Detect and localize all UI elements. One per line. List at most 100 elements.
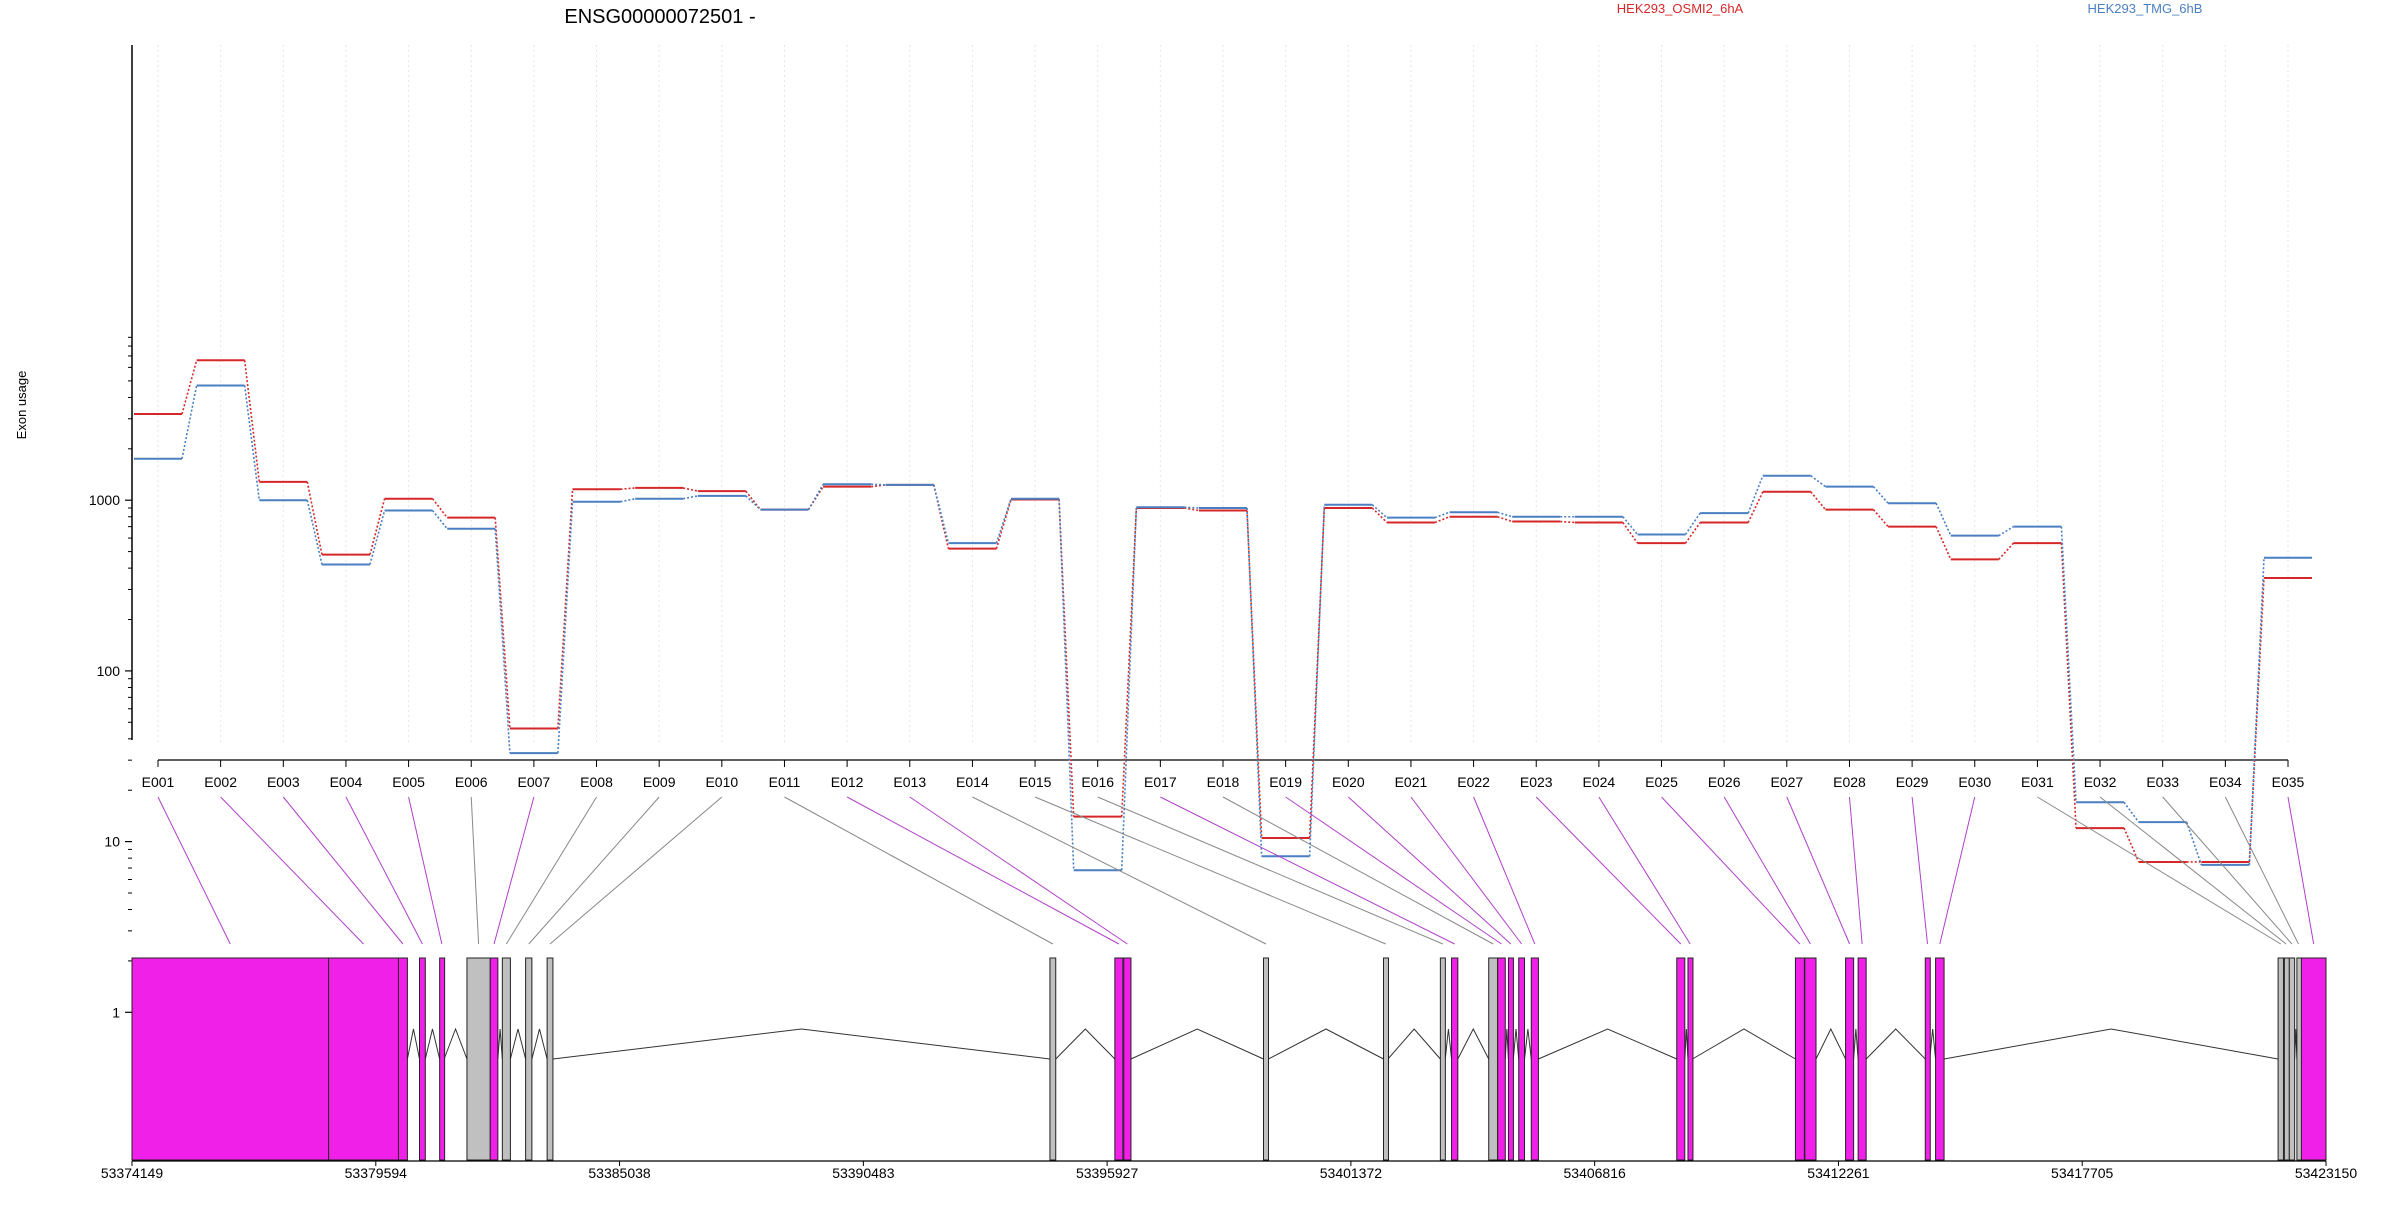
intron-line xyxy=(424,1028,441,1060)
intron-line xyxy=(1692,1028,1796,1060)
exon-connector-lines xyxy=(157,796,2315,945)
intron-line xyxy=(1815,1027,1847,1060)
exon-connector xyxy=(2099,796,2287,945)
data-connector xyxy=(494,517,511,729)
data-connector xyxy=(2060,543,2077,829)
exon-label: E002 xyxy=(204,774,237,790)
chart-title: ENSG00000072501 - xyxy=(564,6,755,28)
data-connector xyxy=(2060,526,2077,803)
exon-connector xyxy=(846,796,1120,945)
data-connector xyxy=(745,495,762,511)
exon-box xyxy=(546,957,554,1161)
exon-box xyxy=(328,957,399,1161)
data-connector xyxy=(494,528,511,754)
data-connector xyxy=(1622,516,1639,535)
exon-label: E020 xyxy=(1332,774,1365,790)
exon-connector xyxy=(1786,796,1851,945)
data-connector xyxy=(2248,577,2265,862)
exon-label: E016 xyxy=(1081,774,1114,790)
genomic-tick-label: 53423150 xyxy=(2295,1165,2358,1181)
data-connector xyxy=(1497,511,1513,518)
exon-connector xyxy=(1410,796,1523,945)
data-connector xyxy=(1434,511,1450,519)
exon-box xyxy=(2283,957,2290,1161)
exon-box xyxy=(1049,957,1057,1161)
exon-box xyxy=(1924,957,1931,1161)
exon-connector xyxy=(549,796,723,945)
data-connector xyxy=(1747,491,1764,523)
intron-line xyxy=(1684,1028,1689,1060)
exon-connector xyxy=(2224,796,2299,945)
exon-box xyxy=(1845,957,1855,1161)
exon-connector xyxy=(470,796,480,945)
legend-entry-series-2: HEK293_TMG_6hB xyxy=(2088,1,2203,16)
y-axis-label: Exon usage xyxy=(14,371,29,440)
exon-label: E023 xyxy=(1520,774,1553,790)
data-connector xyxy=(369,498,386,555)
data-connector xyxy=(1308,504,1326,857)
data-connector xyxy=(243,385,261,501)
exon-connector xyxy=(1939,796,1976,945)
data-connector xyxy=(1120,507,1138,871)
data-connector xyxy=(683,495,698,500)
y-axis: 1 10 100 1000 xyxy=(89,45,133,1020)
exon-box xyxy=(501,957,511,1161)
exon-box xyxy=(1687,957,1694,1161)
exon-label: E006 xyxy=(455,774,488,790)
intron-line xyxy=(1387,1028,1441,1060)
exon-box xyxy=(525,957,533,1161)
data-connector xyxy=(243,360,261,482)
exon-box xyxy=(2288,957,2296,1161)
data-connector xyxy=(557,489,574,729)
y-tick-label: 1 xyxy=(112,1004,120,1020)
data-connector xyxy=(1560,520,1575,524)
data-connector xyxy=(1184,507,1200,512)
exon-box xyxy=(1518,957,1526,1161)
exon-connector xyxy=(1661,796,1801,945)
genomic-tick-label: 53412261 xyxy=(1807,1165,1870,1181)
gene-model xyxy=(131,957,2327,1161)
exon-label: E010 xyxy=(705,774,738,790)
exon-label: E027 xyxy=(1770,774,1803,790)
exon-label: E009 xyxy=(643,774,676,790)
exon-label: E007 xyxy=(518,774,551,790)
grid-lines xyxy=(157,45,2289,745)
exon-connector xyxy=(282,796,404,945)
data-connector xyxy=(1058,498,1075,871)
intron-line xyxy=(1444,1028,1453,1060)
exon-connector xyxy=(2162,796,2293,945)
exon-connector xyxy=(1535,796,1682,945)
genomic-tick-label: 53379594 xyxy=(345,1165,408,1181)
intron-line xyxy=(1130,1028,1264,1060)
exon-box xyxy=(1530,957,1539,1161)
exon-label: E017 xyxy=(1144,774,1177,790)
exon-label: E012 xyxy=(831,774,864,790)
data-connector xyxy=(932,484,950,544)
intron-line xyxy=(1512,1028,1520,1060)
data-connector xyxy=(431,510,448,530)
exon-box xyxy=(489,957,499,1161)
series-lines xyxy=(134,359,2312,872)
exon-label: E014 xyxy=(956,774,989,790)
exon-box xyxy=(1497,957,1506,1161)
exon-box xyxy=(1676,957,1686,1161)
data-connector xyxy=(1998,525,2014,537)
exon-box xyxy=(1451,957,1459,1161)
exon-label: E005 xyxy=(392,774,425,790)
data-connector xyxy=(1371,504,1388,519)
exon-label: E004 xyxy=(330,774,363,790)
data-connector xyxy=(369,510,386,565)
intron-line xyxy=(1865,1028,1926,1060)
intron-line xyxy=(509,1028,527,1060)
exon-box xyxy=(1114,957,1124,1161)
genomic-tick-label: 53395927 xyxy=(1076,1165,1139,1181)
exon-box xyxy=(1488,957,1499,1161)
exon-connector xyxy=(157,796,231,945)
data-connector xyxy=(2123,801,2140,823)
exon-label: E024 xyxy=(1583,774,1616,790)
exon-label: E013 xyxy=(893,774,926,790)
exon-box xyxy=(1262,957,1269,1161)
genomic-tick-label: 53417705 xyxy=(2051,1165,2114,1181)
data-connector xyxy=(1998,542,2015,560)
